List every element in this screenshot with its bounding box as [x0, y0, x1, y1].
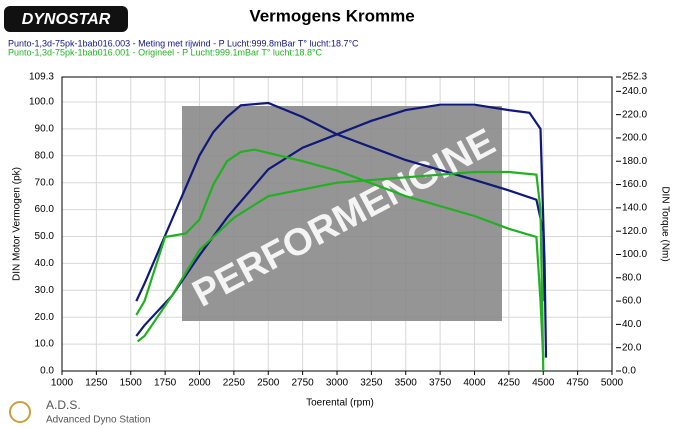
- x-tick-label: 3500: [395, 378, 418, 389]
- plot-border: [61, 76, 613, 372]
- x-axis-title: Toerental (rpm): [306, 398, 374, 409]
- y-tick-label: 20.0: [35, 312, 55, 323]
- x-tick-label: 2500: [257, 378, 280, 389]
- y2-tick-label: 220.0: [622, 109, 647, 120]
- y2-tick-label: 140.0: [622, 203, 647, 214]
- y2-tick-label: 60.0: [622, 296, 642, 307]
- legend-entry: Punto-1,3d-75pk-1bab016.003 - Meting met…: [8, 38, 359, 48]
- footer-title: A.D.S.: [46, 398, 81, 412]
- x-tick-label: 4750: [567, 378, 590, 389]
- x-tick-label: 4000: [463, 378, 486, 389]
- x-tick-label: 2250: [223, 378, 246, 389]
- y2-axis-title: DIN Torque (Nm): [659, 186, 670, 261]
- y2-tick-label: 180.0: [622, 156, 647, 167]
- x-tick-label: 5000: [601, 378, 624, 389]
- x-tick-label: 4500: [532, 378, 555, 389]
- y-tick-label: 90.0: [35, 124, 55, 135]
- legend-entry: Punto-1,3d-75pk-1bab016.001 - Origineel …: [8, 47, 323, 57]
- y-tick-label: 50.0: [35, 231, 55, 242]
- y-tick-label: 0.0: [40, 366, 54, 377]
- series-line: [135, 148, 545, 360]
- y-axis-title: DIN Motor Vermogen (pk): [12, 167, 23, 281]
- y2-tick-label: 252.3: [622, 72, 647, 83]
- y-tick-label: 100.0: [29, 97, 54, 108]
- y-tick-label: 10.0: [35, 339, 55, 350]
- y2-tick-label: 240.0: [622, 86, 647, 97]
- y2-tick-label: 100.0: [622, 249, 647, 260]
- y2-tick-label: 80.0: [622, 272, 642, 283]
- y2-tick-label: 120.0: [622, 226, 647, 237]
- x-tick-label: 3000: [326, 378, 349, 389]
- x-tick-label: 2750: [292, 378, 315, 389]
- y2-tick-label: 20.0: [622, 342, 642, 353]
- y2-tick-label: 0.0: [622, 366, 636, 377]
- series-line: [136, 170, 545, 372]
- logo-box: [4, 6, 128, 32]
- x-tick-label: 4250: [498, 378, 521, 389]
- x-tick-label: 1750: [154, 378, 177, 389]
- series-line: [135, 103, 548, 358]
- x-tick-label: 3250: [360, 378, 383, 389]
- y-tick-label: 30.0: [35, 285, 55, 296]
- chart-title: Vermogens Kromme: [249, 6, 414, 25]
- logo: DYNOSTAR: [22, 11, 111, 28]
- footer-subtitle: Advanced Dyno Station: [46, 415, 151, 426]
- y2-tick-label: 160.0: [622, 179, 647, 190]
- y-tick-label: 40.0: [35, 258, 55, 269]
- x-tick-label: 3750: [429, 378, 452, 389]
- x-tick-label: 2000: [188, 378, 211, 389]
- x-tick-label: 1250: [85, 378, 108, 389]
- y-tick-label: 70.0: [35, 177, 55, 188]
- y2-tick-label: 200.0: [622, 133, 647, 144]
- x-tick-label: 1000: [51, 378, 74, 389]
- footer-logo: [9, 401, 31, 423]
- y-tick-label: 109.3: [29, 72, 54, 83]
- series-line: [135, 101, 546, 302]
- y-tick-label: 80.0: [35, 150, 55, 161]
- y-tick-label: 60.0: [35, 204, 55, 215]
- watermark-box: [182, 106, 502, 321]
- y2-tick-label: 40.0: [622, 319, 642, 330]
- x-tick-label: 1500: [120, 378, 143, 389]
